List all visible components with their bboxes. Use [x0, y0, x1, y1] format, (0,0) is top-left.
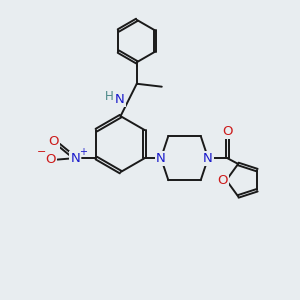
Text: N: N — [156, 152, 166, 165]
Text: N: N — [203, 152, 213, 165]
Text: N: N — [115, 93, 124, 106]
Text: O: O — [45, 153, 56, 166]
Text: −: − — [37, 147, 46, 157]
Text: H: H — [104, 90, 113, 103]
Text: O: O — [222, 125, 232, 138]
Text: +: + — [80, 147, 87, 157]
Text: O: O — [48, 135, 59, 148]
Text: O: O — [218, 174, 228, 187]
Text: N: N — [70, 152, 80, 165]
